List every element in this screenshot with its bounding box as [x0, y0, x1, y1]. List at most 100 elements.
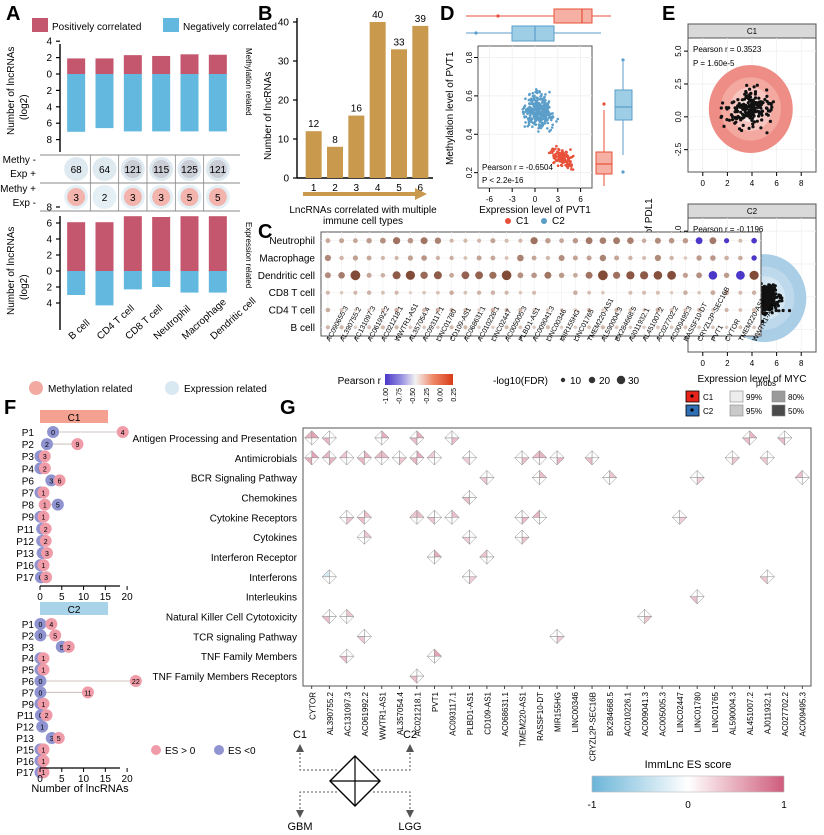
- panel-g-col-label: LINC01780: [694, 691, 703, 732]
- e-top-point: [753, 90, 758, 94]
- panel-g-cell-quadrant: [741, 430, 750, 439]
- panel-f-c2-strip: [40, 602, 108, 615]
- panel-c-dot: [353, 290, 358, 295]
- panel-b-bar: [412, 25, 429, 179]
- panel-d-point-c2: [533, 102, 536, 105]
- panel-d-point-c2: [540, 98, 543, 101]
- panel-f-row-label: P13: [16, 734, 34, 745]
- panel-a-table-value-row2: 2: [102, 193, 108, 204]
- panel-d-point-c1: [564, 150, 568, 154]
- panel-d-point-c1: [562, 157, 565, 161]
- panel-c-dot: [367, 308, 371, 312]
- panel-d-point-c2: [530, 108, 533, 112]
- e-top-point: [756, 105, 760, 109]
- panel-c-dot: [697, 325, 701, 329]
- panel-g-cell-quadrant: [724, 449, 733, 459]
- panel-c-dot: [738, 325, 743, 330]
- panel-f-row-label: P2: [22, 440, 35, 451]
- panel-c-dot: [504, 238, 509, 243]
- panel-c-dot: [697, 290, 701, 295]
- panel-d-point-c1: [554, 147, 557, 151]
- panel-a-top-ytick: 8: [46, 135, 52, 146]
- panel-f-dot-pos: [37, 559, 50, 572]
- panel-b-xtick: 6: [418, 183, 424, 194]
- e-top-point: [741, 112, 745, 116]
- panel-e-probs-50: 50%: [788, 407, 804, 416]
- e-bot-point: [763, 292, 767, 297]
- panel-e-probs-99: 99%: [746, 393, 762, 402]
- e-top-point: [747, 126, 751, 130]
- panel-d-point-c2: [546, 121, 550, 125]
- panel-f-dot-pos-value: 2: [44, 539, 48, 546]
- panel-c-dot: [641, 238, 647, 243]
- panel-a-bottom-ylabel: Number of lncRNAs: [6, 227, 17, 315]
- panel-d-point-c2: [555, 120, 558, 123]
- panel-f-row-label: P1: [22, 620, 35, 631]
- panel-c-dot: [558, 255, 565, 261]
- panel-f-xtick: 15: [100, 592, 112, 603]
- panel-d-point-c2: [540, 122, 544, 126]
- panel-c-dot: [434, 237, 442, 244]
- panel-d-point-c2: [546, 111, 550, 115]
- panel-d-point-c2: [544, 93, 547, 96]
- panel-f-dot-pos: [37, 754, 50, 767]
- panel-c-dot: [711, 308, 715, 312]
- panel-d-point-c2: [525, 109, 528, 112]
- panel-g-cell-quadrant: [531, 509, 540, 518]
- e-top-point: [765, 88, 769, 92]
- panel-g-row-label: Cytokine Receptors: [210, 513, 297, 524]
- panel-d-point-c1: [552, 154, 555, 158]
- e-top-point: [771, 100, 775, 104]
- e-bot-point: [780, 296, 784, 300]
- panel-e-bottom-stat-r: Pearson r = -0.1196: [693, 225, 764, 234]
- panel-c-dot: [586, 255, 592, 261]
- panel-f-dot-pos-value: 1: [42, 491, 46, 498]
- e-bot-point: [760, 285, 765, 289]
- panel-g-colorbar-tick-high: 1: [781, 800, 787, 811]
- panel-d-ytick: 0.6: [465, 90, 474, 102]
- panel-g-col-label: AC093117.1: [448, 691, 457, 735]
- panel-d-point-c2: [540, 117, 543, 120]
- panel-f-dot-neg-value: 0: [38, 690, 42, 697]
- panel-f-dot-pos-value: 6: [58, 478, 62, 485]
- panel-c-dot: [751, 237, 757, 244]
- panel-f-dot-pos: [38, 450, 51, 463]
- panel-g-col-label: AL357054.4: [396, 691, 405, 735]
- e-bot-point: [777, 299, 781, 303]
- e-top-point: [749, 106, 754, 110]
- panel-c-dot: [408, 325, 413, 330]
- panel-f-dot-pos-value: 1: [42, 656, 46, 663]
- panel-a-table-value-row1: 121: [124, 165, 141, 176]
- panel-d-stat-p: P < 2.2e-16: [482, 176, 524, 185]
- panel-c: Neutrophil Macrophage Dendritic cell CD8 T …: [255, 222, 815, 404]
- panel-g-cell-quadrant: [671, 509, 680, 518]
- panel-c-dot: [420, 237, 428, 245]
- e-top-point: [747, 103, 751, 108]
- panel-d-xtick: -3: [509, 195, 517, 204]
- panel-d-legend-dot-c2: [541, 218, 547, 224]
- panel-g-key: C1 C2 GBM LGG: [287, 729, 421, 833]
- panel-c-dot: [353, 325, 358, 329]
- panel-g-cell-quadrant: [461, 529, 470, 538]
- panel-c-dot: [601, 290, 605, 295]
- panel-g-cell-quadrant: [689, 469, 698, 478]
- panel-c-dot: [380, 255, 385, 261]
- panel-g-col-label: MIR155HG: [554, 692, 563, 732]
- e-top-point: [735, 106, 739, 110]
- panel-f-dot-pos: [40, 571, 53, 584]
- panel-f-dot-pos-value: 3: [43, 454, 47, 461]
- panel-d-xtick: -6: [486, 195, 494, 204]
- panel-c-dot: [338, 272, 345, 279]
- panel-c-dot: [585, 271, 593, 279]
- panel-g-col-label: AC005005.3: [659, 691, 668, 736]
- panel-g-row-label: Chemokines: [241, 493, 297, 504]
- panel-c-dot: [504, 308, 509, 312]
- panel-c-dot: [491, 325, 495, 329]
- panel-f-dot-pos: [37, 743, 50, 756]
- panel-g-cell-quadrant: [373, 430, 383, 439]
- panel-d-point-c2: [524, 97, 527, 100]
- panel-d-point-c2: [535, 89, 539, 93]
- panel-a-table: Methy - Exp + Methy + Exp - 68 3 64 2 121 3 11…: [0, 154, 240, 212]
- e-top-point: [750, 101, 754, 105]
- e-bot-xtick: 0: [701, 359, 706, 368]
